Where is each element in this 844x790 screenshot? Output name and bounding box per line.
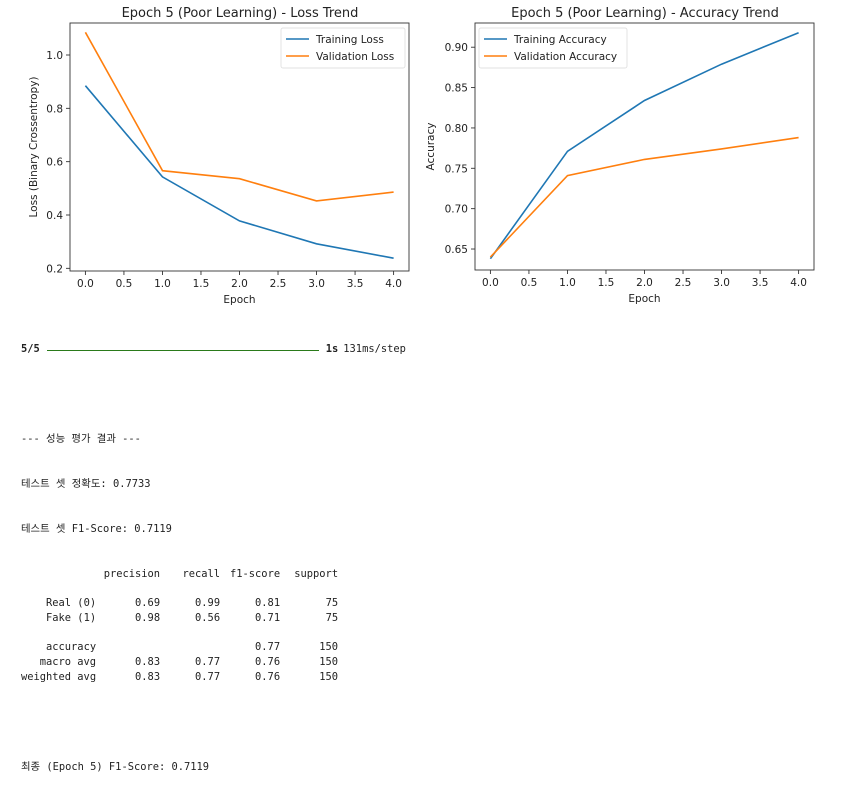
progress-bar — [46, 350, 319, 351]
legend-label: Training Loss — [315, 34, 384, 46]
y-tick-label: 0.8 — [46, 103, 63, 115]
legend-box — [280, 27, 406, 69]
y-axis-label: Accuracy — [425, 123, 437, 171]
accuracy-trend-chart: Epoch 5 (Poor Learning) - Accuracy Trend… — [425, 6, 815, 305]
report-row: Fake (1) 0.98 0.56 0.71 75 — [46, 612, 339, 624]
y-tick-label: 0.90 — [445, 42, 468, 54]
y-tick-label: 0.65 — [445, 244, 468, 256]
x-tick-label: 0.0 — [77, 278, 94, 290]
progress-count: 5/5 — [21, 343, 40, 355]
col-support: support — [294, 568, 339, 580]
x-tick-label: 3.0 — [308, 278, 325, 290]
chart-title: Epoch 5 (Poor Learning) - Loss Trend — [122, 6, 359, 21]
chart-title: Epoch 5 (Poor Learning) - Accuracy Trend — [511, 6, 779, 21]
x-tick-label: 1.0 — [559, 277, 576, 289]
y-tick-label: 0.6 — [46, 157, 63, 169]
x-axis-label: Epoch — [628, 293, 660, 305]
legend: Training Accuracy Validation Accuracy — [478, 27, 628, 69]
progress-time: 1s — [325, 343, 339, 355]
x-axis-label: Epoch — [223, 294, 255, 306]
eval-header: --- 성능 평가 결과 --- — [21, 433, 141, 445]
report-row: Real (0) 0.69 0.99 0.81 75 — [46, 597, 339, 609]
col-precision: precision — [103, 568, 161, 580]
y-tick-label: 1.0 — [46, 50, 63, 62]
col-f1-score: f1-score — [230, 568, 281, 580]
y-axis-label: Loss (Binary Crossentropy) — [28, 76, 40, 217]
x-tick-label: 3.0 — [713, 277, 730, 289]
report-row-accuracy: accuracy 0.77 150 — [46, 641, 339, 653]
y-tick-label: 0.75 — [445, 163, 468, 175]
x-tick-label: 2.0 — [231, 278, 248, 290]
x-tick-label: 2.5 — [270, 278, 287, 290]
y-tick-label: 0.4 — [46, 210, 63, 222]
classification-report: precision recall f1-score support Real (… — [21, 567, 338, 685]
x-tick-label: 2.5 — [675, 277, 692, 289]
y-tick-label: 0.2 — [46, 263, 63, 275]
legend-label: Validation Loss — [316, 51, 394, 63]
legend-label: Validation Accuracy — [514, 51, 617, 63]
final-f1-line: 최종 (Epoch 5) F1-Score: 0.7119 — [21, 761, 210, 773]
series-line-training-accuracy — [489, 31, 799, 260]
col-recall: recall — [182, 568, 221, 580]
progress-rate: 131ms/step — [343, 343, 406, 355]
legend-box — [478, 27, 628, 69]
legend: Training Loss Validation Loss — [280, 27, 406, 69]
y-tick-label: 0.70 — [445, 204, 468, 216]
y-tick-label: 0.85 — [445, 83, 468, 95]
loss-trend-chart: Epoch 5 (Poor Learning) - Loss Trend 0.0 0… — [28, 6, 410, 306]
x-tick-label: 4.0 — [385, 278, 402, 290]
report-row-macro-avg: macro avg 0.83 0.77 0.76 150 — [39, 656, 339, 668]
report-header-row: precision recall f1-score support — [21, 567, 338, 582]
x-tick-label: 0.5 — [116, 278, 133, 290]
test-accuracy-line: 테스트 셋 정확도: 0.7733 — [21, 478, 151, 490]
x-tick-label: 3.5 — [347, 278, 364, 290]
progress-line: 5/5 1s 131ms/step — [21, 342, 406, 357]
x-tick-label: 4.0 — [790, 277, 807, 289]
console-output: 5/5 1s 131ms/step --- 성능 평가 결과 --- 테스트 셋… — [21, 312, 406, 790]
series-line-validation-loss — [84, 31, 394, 202]
x-tick-label: 0.0 — [482, 277, 499, 289]
legend-label: Training Accuracy — [513, 34, 607, 46]
x-tick-label: 1.5 — [193, 278, 210, 290]
x-tick-label: 1.0 — [154, 278, 171, 290]
series-line-training-loss — [84, 85, 394, 259]
series-line-validation-accuracy — [489, 136, 799, 258]
x-tick-label: 3.5 — [752, 277, 769, 289]
report-row-weighted-avg: weighted avg 0.83 0.77 0.76 150 — [21, 671, 339, 683]
x-tick-label: 2.0 — [636, 277, 653, 289]
test-f1-line: 테스트 셋 F1-Score: 0.7119 — [21, 523, 172, 535]
y-tick-label: 0.80 — [445, 123, 468, 135]
x-tick-label: 0.5 — [521, 277, 538, 289]
x-tick-label: 1.5 — [598, 277, 615, 289]
